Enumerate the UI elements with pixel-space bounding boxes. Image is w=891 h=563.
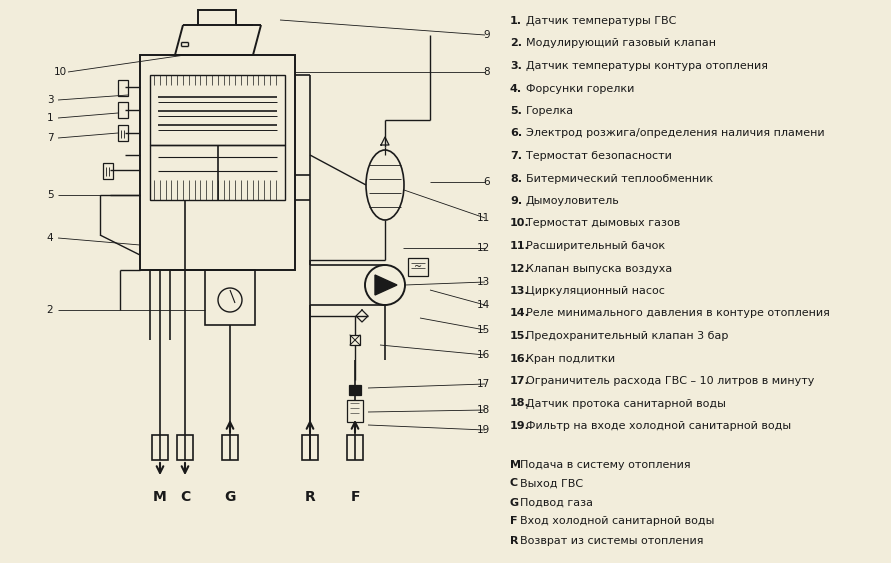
Text: Клапан выпуска воздуха: Клапан выпуска воздуха: [526, 263, 672, 274]
Bar: [350, 335, 360, 345]
Text: 16: 16: [477, 350, 490, 360]
Text: 12: 12: [477, 243, 490, 253]
Bar: [118, 125, 128, 141]
Text: G: G: [225, 490, 236, 504]
Text: Кран подлитки: Кран подлитки: [526, 354, 615, 364]
Text: 6: 6: [484, 177, 490, 187]
Bar: [118, 102, 128, 118]
Text: 4: 4: [46, 233, 53, 243]
Text: 10.: 10.: [510, 218, 529, 229]
Text: F: F: [350, 490, 360, 504]
Text: 13: 13: [477, 277, 490, 287]
Text: 5: 5: [46, 190, 53, 200]
Text: Циркуляционный насос: Циркуляционный насос: [526, 286, 665, 296]
Bar: [140, 55, 295, 270]
Text: Битермический теплообменник: Битермический теплообменник: [526, 173, 713, 184]
Text: C: C: [510, 479, 519, 489]
Text: R: R: [510, 535, 519, 546]
Text: Дымоуловитель: Дымоуловитель: [526, 196, 620, 206]
Text: 8.: 8.: [510, 173, 522, 184]
Text: 11.: 11.: [510, 241, 530, 251]
Text: Предохранительный клапан 3 бар: Предохранительный клапан 3 бар: [526, 331, 728, 341]
Text: Расширительный бачок: Расширительный бачок: [526, 241, 665, 251]
Text: 19: 19: [477, 425, 490, 435]
Text: 9.: 9.: [510, 196, 522, 206]
Text: 1: 1: [46, 113, 53, 123]
Text: Выход ГВС: Выход ГВС: [520, 479, 583, 489]
Text: 3.: 3.: [510, 61, 522, 71]
Text: 4.: 4.: [510, 83, 522, 93]
Text: Датчик температуры ГВС: Датчик температуры ГВС: [526, 16, 676, 26]
Text: 6.: 6.: [510, 128, 522, 138]
Text: 8: 8: [484, 67, 490, 77]
Text: M: M: [510, 459, 521, 470]
Text: Вход холодной санитарной воды: Вход холодной санитарной воды: [520, 516, 715, 526]
Text: ~: ~: [414, 262, 422, 272]
Text: 16.: 16.: [510, 354, 530, 364]
Bar: [103, 163, 113, 179]
Text: Горелка: Горелка: [526, 106, 574, 116]
Polygon shape: [375, 275, 397, 295]
Text: 7.: 7.: [510, 151, 522, 161]
Text: Термостат безопасности: Термостат безопасности: [526, 151, 672, 161]
Text: 11: 11: [477, 213, 490, 223]
Text: 2: 2: [46, 305, 53, 315]
Text: 10: 10: [53, 67, 67, 77]
Text: 3: 3: [46, 95, 53, 105]
Text: 13.: 13.: [510, 286, 529, 296]
Text: 14: 14: [477, 300, 490, 310]
Bar: [349, 385, 361, 395]
Bar: [198, 10, 236, 25]
Text: 1.: 1.: [510, 16, 522, 26]
Bar: [408, 258, 428, 276]
Text: R: R: [305, 490, 315, 504]
Text: 18: 18: [477, 405, 490, 415]
Text: Электрод розжига/определения наличия пламени: Электрод розжига/определения наличия пла…: [526, 128, 825, 138]
Bar: [150, 145, 285, 200]
Text: F: F: [510, 516, 518, 526]
Text: G: G: [510, 498, 519, 507]
Text: Реле минимального давления в контуре отопления: Реле минимального давления в контуре ото…: [526, 309, 830, 319]
Bar: [302, 435, 318, 460]
Text: 9: 9: [484, 30, 490, 40]
Text: Термостат дымовых газов: Термостат дымовых газов: [526, 218, 680, 229]
Text: 12.: 12.: [510, 263, 530, 274]
Text: Датчик протока санитарной воды: Датчик протока санитарной воды: [526, 399, 726, 409]
Bar: [118, 80, 128, 96]
Text: 14.: 14.: [510, 309, 530, 319]
Text: 19.: 19.: [510, 421, 530, 431]
Bar: [150, 75, 285, 145]
Bar: [347, 435, 363, 460]
Text: 17: 17: [477, 379, 490, 389]
Bar: [152, 435, 168, 460]
Text: 7: 7: [46, 133, 53, 143]
Text: Подвод газа: Подвод газа: [520, 498, 593, 507]
Text: 5.: 5.: [510, 106, 522, 116]
Text: Ограничитель расхода ГВС – 10 литров в минуту: Ограничитель расхода ГВС – 10 литров в м…: [526, 376, 814, 386]
Text: Модулирующий газовый клапан: Модулирующий газовый клапан: [526, 38, 716, 48]
Bar: [205, 270, 255, 325]
Text: M: M: [153, 490, 167, 504]
Text: Форсунки горелки: Форсунки горелки: [526, 83, 634, 93]
Text: 17.: 17.: [510, 376, 530, 386]
Text: 15.: 15.: [510, 331, 529, 341]
Text: Возврат из системы отопления: Возврат из системы отопления: [520, 535, 704, 546]
Text: Датчик температуры контура отопления: Датчик температуры контура отопления: [526, 61, 768, 71]
Bar: [177, 435, 193, 460]
Text: Фильтр на входе холодной санитарной воды: Фильтр на входе холодной санитарной воды: [526, 421, 791, 431]
Bar: [222, 435, 238, 460]
Text: 15: 15: [477, 325, 490, 335]
Text: 18.: 18.: [510, 399, 530, 409]
Text: 2.: 2.: [510, 38, 522, 48]
Text: Подача в систему отопления: Подача в систему отопления: [520, 459, 691, 470]
Bar: [347, 400, 363, 422]
Text: C: C: [180, 490, 190, 504]
